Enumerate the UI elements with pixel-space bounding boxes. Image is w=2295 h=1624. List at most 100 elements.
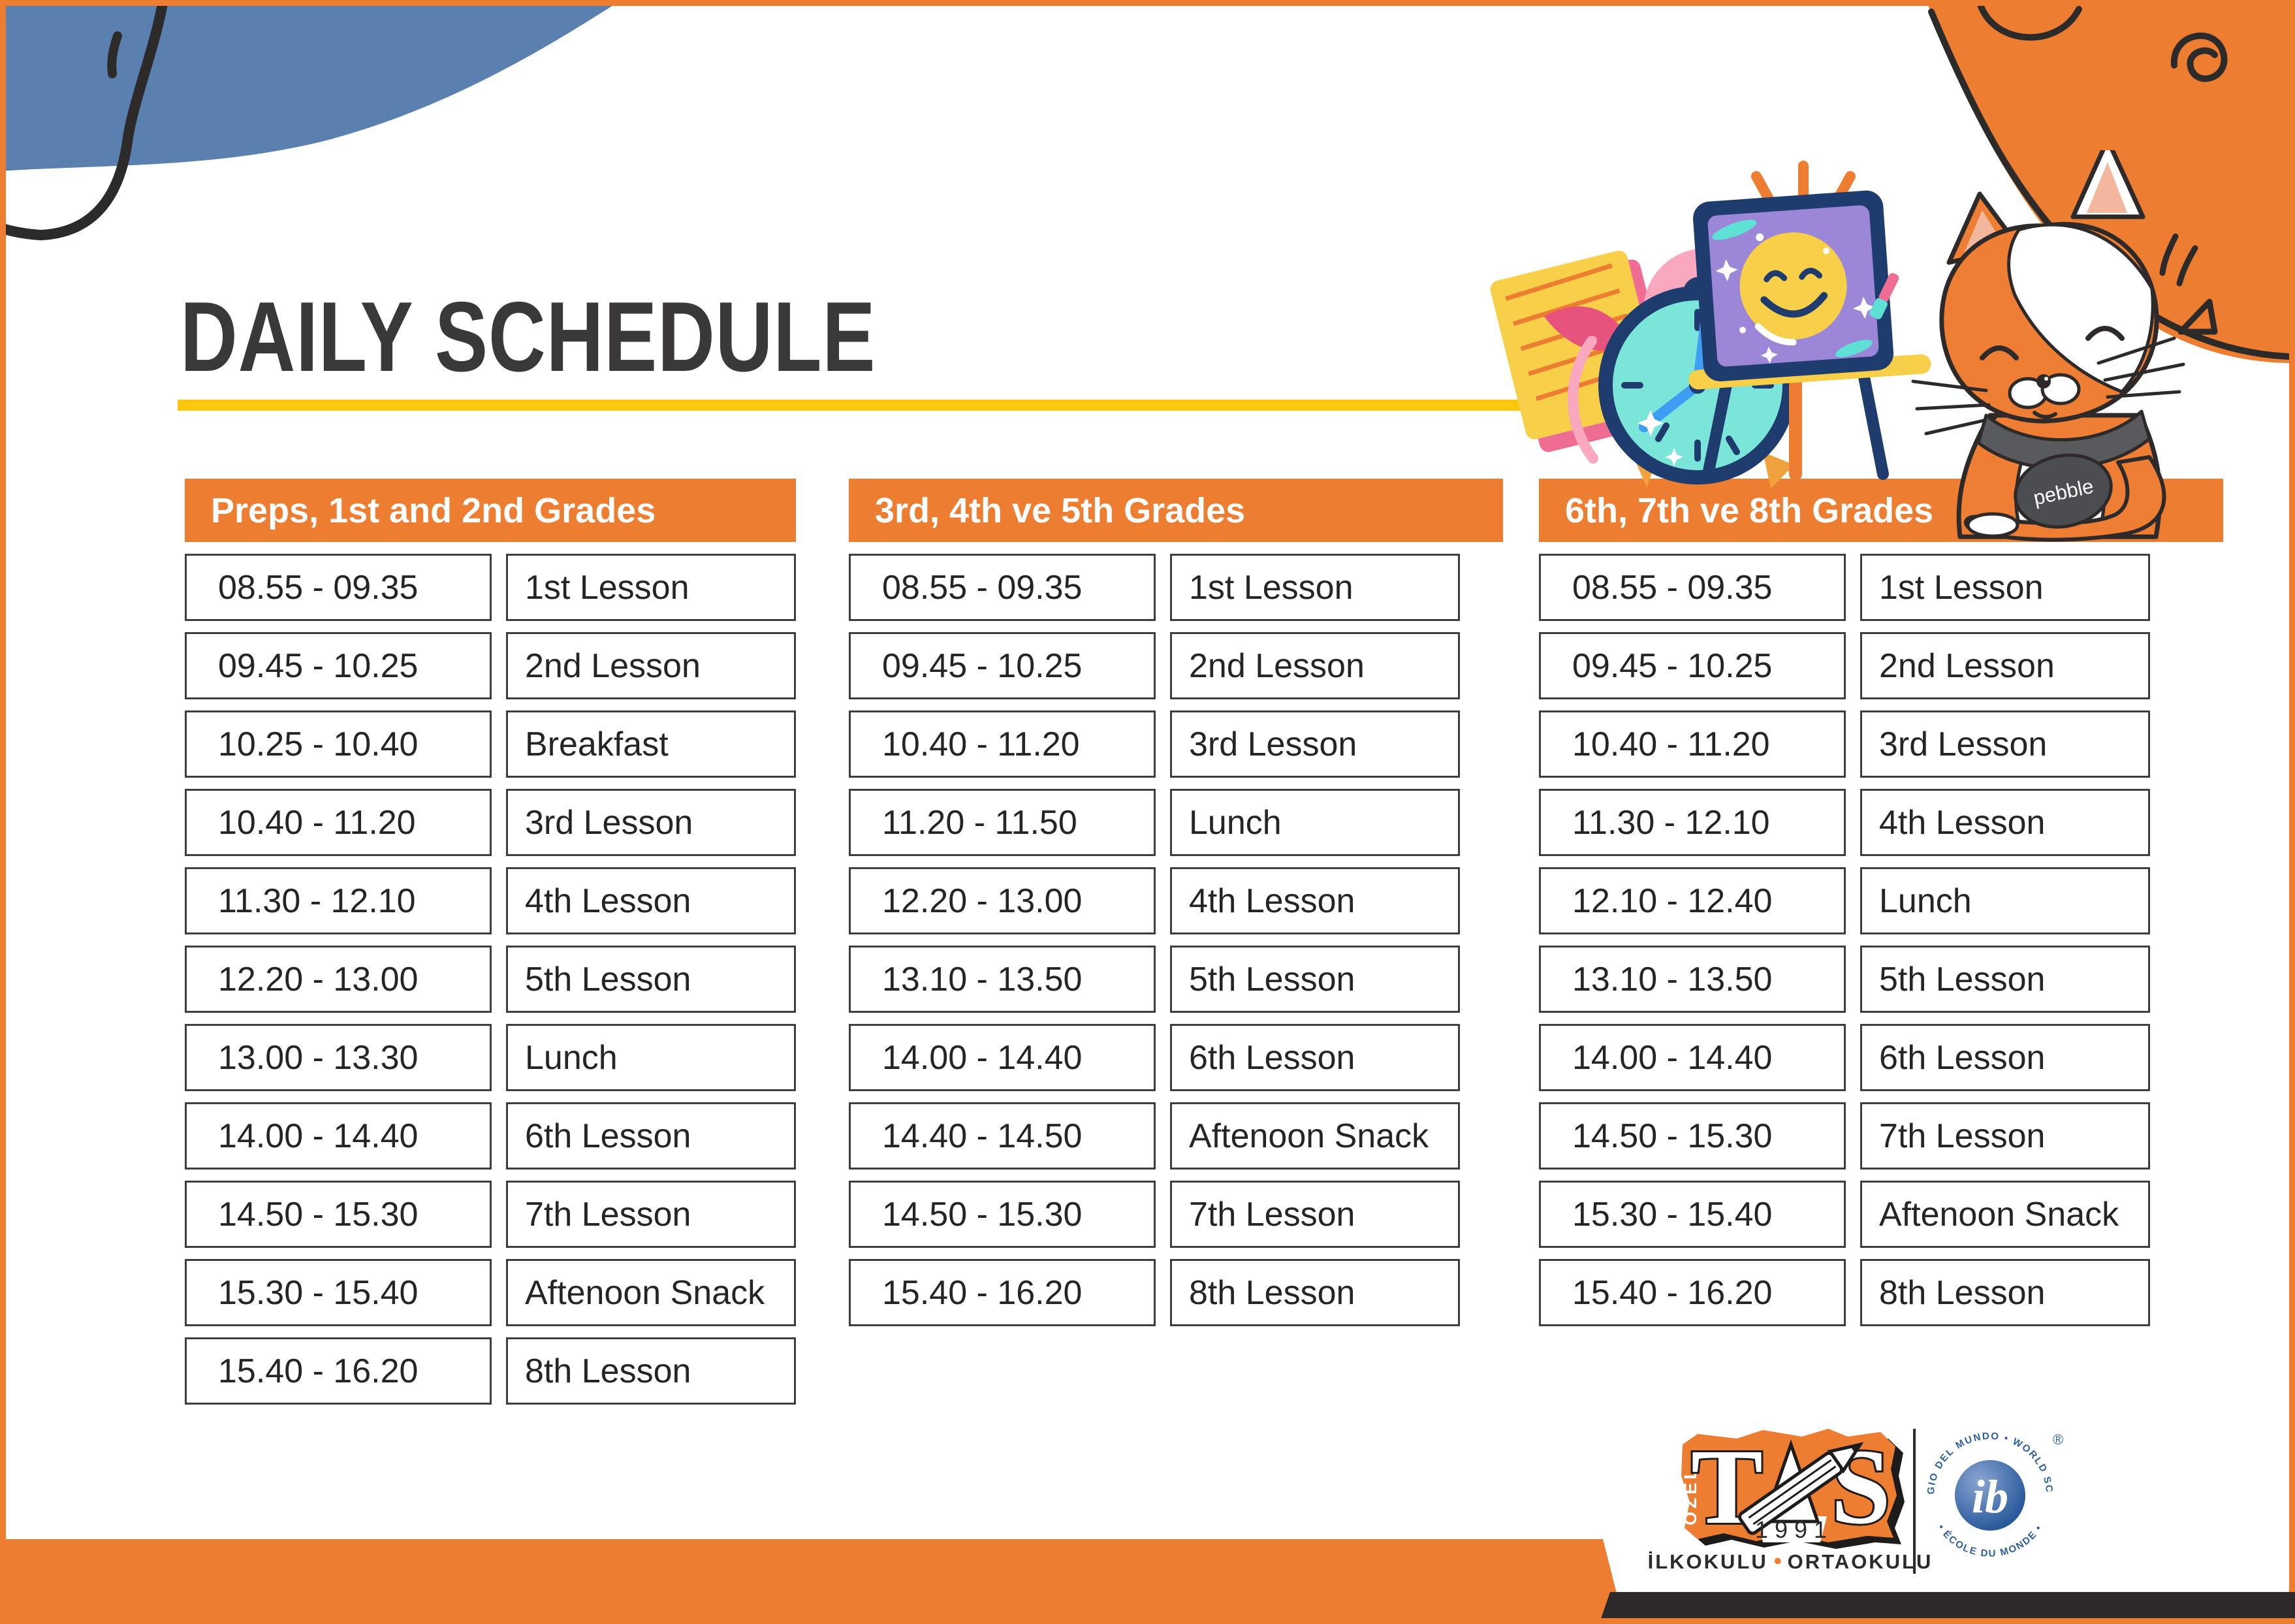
lesson-cell: 3rd Lesson: [506, 789, 796, 856]
border-right: [2289, 0, 2295, 1624]
lesson-cell: 2nd Lesson: [1860, 632, 2150, 699]
time-cell: 10.40 - 11.20: [849, 710, 1156, 778]
lesson-cell: 7th Lesson: [1860, 1102, 2150, 1170]
time-cell: 14.50 - 15.30: [185, 1181, 492, 1248]
tas-year: 1991: [1755, 1516, 1833, 1543]
lesson-cell: Aftenoon Snack: [506, 1259, 796, 1326]
tas-ozel: ÖZEL: [1681, 1465, 1700, 1525]
corner-dash-1: [2159, 233, 2179, 276]
corner-dash-2: [2176, 245, 2198, 287]
lesson-cell: 7th Lesson: [506, 1181, 796, 1248]
time-cell: 15.40 - 16.20: [1539, 1259, 1846, 1326]
time-cell: 14.40 - 14.50: [849, 1102, 1156, 1170]
lesson-cell: 5th Lesson: [1860, 946, 2150, 1013]
lesson-cell: 1st Lesson: [1860, 554, 2150, 621]
lesson-cell: 7th Lesson: [1170, 1181, 1460, 1248]
time-cell: 11.30 - 12.10: [1539, 789, 1846, 856]
time-cell: 10.25 - 10.40: [185, 710, 492, 778]
time-cell: 14.00 - 14.40: [185, 1102, 492, 1170]
ib-logo: COLEGIO DEL MUNDO • WORLD SCHOOL • ÉCOLE…: [1910, 1414, 2063, 1567]
time-cell: 15.30 - 15.40: [185, 1259, 492, 1326]
border-top: [0, 0, 2295, 6]
lesson-cell: 2nd Lesson: [506, 632, 796, 699]
lesson-cell: 8th Lesson: [506, 1337, 796, 1405]
time-cell: 12.10 - 12.40: [1539, 867, 1846, 934]
lesson-cell: 5th Lesson: [506, 946, 796, 1013]
lesson-cell: Breakfast: [506, 710, 796, 778]
easel-smiley: [1688, 161, 1931, 481]
time-cell: 15.30 - 15.40: [1539, 1181, 1846, 1248]
cat-illustration: pebble: [1911, 150, 2185, 542]
lesson-cell: 4th Lesson: [1860, 789, 2150, 856]
table-rows: 08.55 - 09.35 1st Lesson 09.45 - 10.25 2nd …: [185, 554, 796, 1405]
lesson-cell: 1st Lesson: [1170, 554, 1460, 621]
lesson-cell: 8th Lesson: [1170, 1259, 1460, 1326]
school-name-left: İLKOKULU: [1647, 1550, 1768, 1573]
bottom-dark-bar: [1601, 1592, 2295, 1619]
time-cell: 10.40 - 11.20: [1539, 710, 1846, 778]
lesson-cell: Lunch: [506, 1024, 796, 1091]
lesson-cell: 4th Lesson: [506, 867, 796, 934]
paint-brush: [1869, 273, 1899, 319]
time-cell: 15.40 - 16.20: [185, 1337, 492, 1405]
lesson-cell: 1st Lesson: [506, 554, 796, 621]
time-cell: 11.20 - 11.50: [849, 789, 1156, 856]
time-cell: 13.10 - 13.50: [849, 946, 1156, 1013]
top-left-decoration: [0, 0, 622, 241]
bottom-orange-band: [0, 1539, 1624, 1624]
footer-divider: [1913, 1429, 1916, 1574]
table-header: Preps, 1st and 2nd Grades: [185, 479, 796, 542]
time-cell: 09.45 - 10.25: [849, 632, 1156, 699]
school-name: İLKOKULU • ORTAOKULU: [1648, 1549, 1931, 1574]
lesson-cell: 6th Lesson: [506, 1102, 796, 1170]
ib-registered-mark: ®: [2053, 1431, 2063, 1448]
tas-logo: ÖZEL T S 1991: [1681, 1425, 1905, 1549]
lesson-cell: Aftenoon Snack: [1860, 1181, 2150, 1248]
border-bottom: [0, 1618, 2295, 1624]
border-left: [0, 0, 6, 1624]
lesson-cell: Aftenoon Snack: [1170, 1102, 1460, 1170]
table-rows: 08.55 - 09.35 1st Lesson 09.45 - 10.25 2nd …: [1539, 554, 2223, 1326]
table-rows: 08.55 - 09.35 1st Lesson 09.45 - 10.25 2nd …: [849, 554, 1503, 1326]
time-cell: 12.20 - 13.00: [849, 867, 1156, 934]
table-6th-7th-8th: 6th, 7th ve 8th Grades 08.55 - 09.35 1st …: [1539, 479, 2223, 1326]
time-cell: 14.50 - 15.30: [849, 1181, 1156, 1248]
corner-triangle: [2177, 298, 2218, 335]
time-cell: 14.00 - 14.40: [1539, 1024, 1846, 1091]
time-cell: 09.45 - 10.25: [185, 632, 492, 699]
corner-arc: [1976, 0, 2082, 40]
corner-spiral: [2170, 32, 2228, 82]
lesson-cell: Lunch: [1170, 789, 1460, 856]
time-cell: 13.00 - 13.30: [185, 1024, 492, 1091]
doodle-dash: [107, 31, 122, 78]
school-name-right: ORTAOKULU: [1787, 1550, 1933, 1573]
time-cell: 09.45 - 10.25: [1539, 632, 1846, 699]
ib-monogram: ib: [1972, 1471, 2008, 1523]
illustration-cluster: pebble: [1490, 150, 2185, 542]
lesson-cell: 8th Lesson: [1860, 1259, 2150, 1326]
time-cell: 13.10 - 13.50: [1539, 946, 1846, 1013]
lesson-cell: 2nd Lesson: [1170, 632, 1460, 699]
lesson-cell: 3rd Lesson: [1860, 710, 2150, 778]
time-cell: 08.55 - 09.35: [849, 554, 1156, 621]
lesson-cell: 3rd Lesson: [1170, 710, 1460, 778]
lesson-cell: Lunch: [1860, 867, 2150, 934]
page-title: DAILY SCHEDULE: [180, 281, 876, 392]
tas-pencil-a: [1738, 1439, 1864, 1535]
lesson-cell: 4th Lesson: [1170, 867, 1460, 934]
time-cell: 12.20 - 13.00: [185, 946, 492, 1013]
time-cell: 11.30 - 12.10: [185, 867, 492, 934]
table-3rd-4th-5th: 3rd, 4th ve 5th Grades 08.55 - 09.35 1st …: [849, 479, 1503, 1326]
time-cell: 14.00 - 14.40: [849, 1024, 1156, 1091]
time-cell: 15.40 - 16.20: [849, 1259, 1156, 1326]
school-name-dot: •: [1773, 1549, 1782, 1574]
lesson-cell: 6th Lesson: [1170, 1024, 1460, 1091]
time-cell: 08.55 - 09.35: [1539, 554, 1846, 621]
lesson-cell: 5th Lesson: [1170, 946, 1460, 1013]
doodle-curve: [0, 0, 168, 241]
time-cell: 10.40 - 11.20: [185, 789, 492, 856]
time-cell: 14.50 - 15.30: [1539, 1102, 1846, 1170]
time-cell: 08.55 - 09.35: [185, 554, 492, 621]
blue-blob: [0, 0, 622, 171]
